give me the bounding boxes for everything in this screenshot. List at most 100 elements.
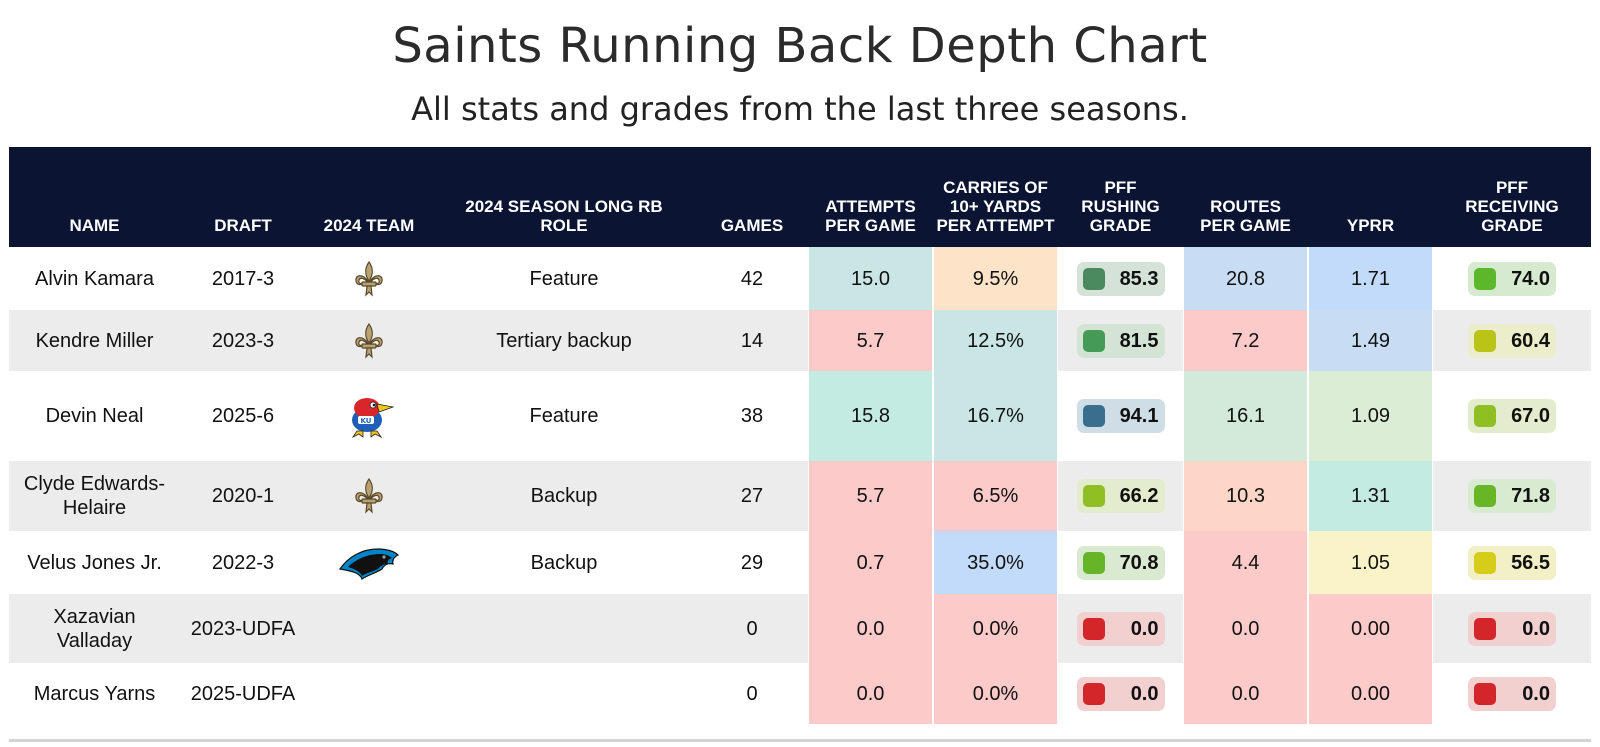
- cell-role: Backup: [432, 461, 696, 531]
- cell-text: 0: [746, 682, 758, 705]
- column-header-carries10: CARRIES OF 10+ YARDS PER ATTEMPT: [936, 178, 1055, 235]
- cell-yprr: 0.00: [1308, 594, 1433, 663]
- cell-text: 16.7%: [967, 405, 1024, 427]
- saints-fleur-de-lis-icon: [355, 478, 383, 514]
- cell-rush-grade: 66.2: [1058, 461, 1183, 531]
- cell-name: Clyde Edwards-Helaire: [9, 461, 180, 531]
- cell-draft: 2020-1: [180, 461, 306, 531]
- cell-text: 0.0: [856, 617, 885, 640]
- grade-color-square: [1474, 329, 1496, 352]
- table-row: Alvin Kamara 2017-3 Feature 42 15.0 9.5% 85.3 2…: [9, 247, 1591, 310]
- cell-attempts: 0.0: [808, 663, 933, 724]
- cell-carries10: 0.0%: [933, 594, 1058, 663]
- grade-value: 66.2: [1119, 485, 1159, 507]
- cell-rec-grade: 67.0: [1433, 371, 1591, 461]
- cell-draft: 2025-6: [180, 371, 306, 461]
- cell-text: 6.5%: [972, 485, 1019, 507]
- cell-text: 0.0: [1231, 617, 1260, 640]
- cell-text: 9.5%: [972, 267, 1019, 290]
- cell-rush-grade: 85.3: [1058, 247, 1183, 310]
- cell-games: 0: [696, 594, 808, 663]
- cell-role: Backup: [432, 531, 696, 594]
- cell-text: 0.0: [1231, 682, 1260, 705]
- grade-value: 71.8: [1511, 485, 1550, 507]
- grade-value: 0.0: [1130, 682, 1159, 705]
- table-row: Marcus Yarns 2025-UDFA 0 0.0 0.0% 0.0 0.0 0.00 0…: [9, 663, 1591, 724]
- cell-text: 5.7: [856, 329, 885, 352]
- grade-color-square: [1082, 329, 1105, 352]
- cell-team: [306, 531, 432, 594]
- cell-draft: 2023-3: [180, 310, 306, 371]
- cell-team: [306, 594, 432, 663]
- cell-text: 0: [746, 617, 758, 640]
- cell-text: 2017-3: [211, 267, 275, 290]
- cell-rush-grade: 0.0: [1058, 594, 1183, 663]
- column-header-name: NAME: [69, 216, 120, 235]
- cell-text: Clyde Edwards-Helaire: [23, 473, 166, 519]
- column-header-draft: DRAFT: [214, 216, 272, 235]
- cell-text: 2023-UDFA: [190, 617, 296, 640]
- cell-attempts: 5.7: [808, 310, 933, 371]
- cell-text: 20.8: [1226, 267, 1265, 290]
- cell-routes: 10.3: [1183, 461, 1308, 531]
- grade-color-square: [1474, 551, 1496, 574]
- cell-rush-grade: 94.1: [1058, 371, 1183, 461]
- grade-value: 60.4: [1511, 329, 1550, 352]
- grade-value: 67.0: [1511, 405, 1550, 427]
- cell-yprr: 1.05: [1308, 531, 1433, 594]
- cell-attempts: 15.0: [808, 247, 933, 310]
- cell-text: 1.31: [1351, 485, 1390, 507]
- cell-text: 29: [740, 551, 764, 574]
- grade-color-square: [1082, 405, 1105, 427]
- cell-text: 2025-UDFA: [190, 682, 296, 705]
- cell-games: 27: [696, 461, 808, 531]
- column-header-role: 2024 SEASON LONG RB ROLE: [465, 197, 663, 235]
- grade-value: 94.1: [1119, 405, 1159, 427]
- cell-carries10: 35.0%: [933, 531, 1058, 594]
- cell-yprr: 1.09: [1308, 371, 1433, 461]
- column-header-rec-grade: PFF RECEIVING GRADE: [1465, 178, 1559, 235]
- cell-text: Kendre Miller: [35, 329, 154, 352]
- receiving-grade-badge: 56.5: [1468, 545, 1556, 580]
- cell-text: 12.5%: [967, 329, 1024, 352]
- cell-rec-grade: 71.8: [1433, 461, 1591, 531]
- cell-yprr: 1.71: [1308, 247, 1433, 310]
- cell-text: 0.0%: [972, 617, 1019, 640]
- cell-attempts: 0.7: [808, 531, 933, 594]
- cell-text: 0.00: [1351, 682, 1390, 705]
- cell-name: Velus Jones Jr.: [9, 531, 180, 594]
- cell-routes: 16.1: [1183, 371, 1308, 461]
- cell-rec-grade: 0.0: [1433, 594, 1591, 663]
- cell-routes: 7.2: [1183, 310, 1308, 371]
- grade-color-square: [1474, 405, 1496, 427]
- cell-text: 27: [740, 485, 764, 507]
- column-header-yprr: YPRR: [1346, 216, 1395, 235]
- cell-attempts: 0.0: [808, 594, 933, 663]
- cell-team: [306, 461, 432, 531]
- cell-text: Devin Neal: [45, 405, 144, 427]
- saints-fleur-de-lis-icon: [355, 260, 383, 297]
- panthers-logo-icon: [338, 547, 400, 580]
- table-row: Devin Neal 2025-6 KU Feature 38 15.8 16.7% 94.1…: [9, 371, 1591, 461]
- cell-name: Kendre Miller: [9, 310, 180, 371]
- cell-text: 2022-3: [211, 551, 275, 574]
- cell-text: 38: [740, 405, 764, 427]
- cell-text: 0.7: [856, 551, 885, 574]
- cell-draft: 2017-3: [180, 247, 306, 310]
- grade-color-square: [1474, 485, 1496, 507]
- cell-text: 2023-3: [211, 329, 275, 352]
- cell-role: Feature: [432, 247, 696, 310]
- receiving-grade-badge: 0.0: [1468, 676, 1556, 711]
- cell-text: Feature: [529, 267, 599, 290]
- cell-rush-grade: 70.8: [1058, 531, 1183, 594]
- cell-text: 15.0: [851, 267, 890, 290]
- grade-value: 74.0: [1511, 267, 1550, 290]
- saints-fleur-de-lis-icon: [355, 322, 383, 359]
- column-header-team: 2024 TEAM: [323, 216, 415, 235]
- cell-carries10: 0.0%: [933, 663, 1058, 724]
- jayhawk-logo-icon: KU: [351, 398, 395, 438]
- cell-text: 1.49: [1351, 329, 1390, 352]
- grade-value: 0.0: [1522, 617, 1550, 640]
- page-title: Saints Running Back Depth Chart: [392, 18, 1208, 74]
- grade-color-square: [1082, 485, 1105, 507]
